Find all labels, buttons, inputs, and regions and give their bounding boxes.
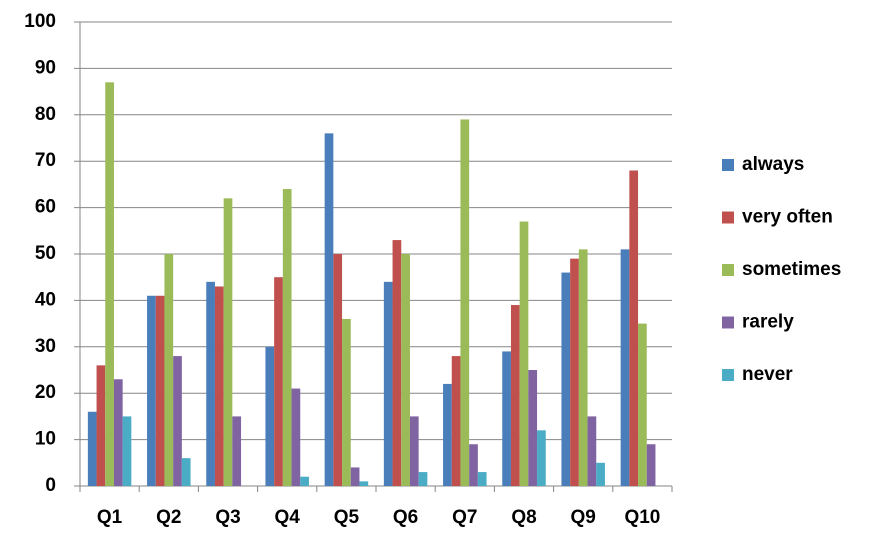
bar [392,240,402,486]
bar [291,388,301,486]
bar [570,258,579,486]
bar [469,444,478,486]
bar [502,351,511,486]
bar [155,295,165,486]
y-tick-label: 30 [35,336,56,357]
bar [147,295,156,486]
bar [587,416,597,486]
x-tick-label: Q2 [156,507,181,528]
y-tick-label: 100 [24,11,56,32]
bar [300,476,309,486]
bar [122,416,132,486]
bar [113,379,123,486]
legend-swatch [722,316,734,329]
legend-label: rarely [742,312,794,333]
legend-label: very often [742,207,833,228]
y-tick-label: 10 [35,429,56,450]
bar [87,411,97,486]
bar [265,346,275,486]
x-tick-label: Q7 [452,507,477,528]
y-tick-label: 90 [35,57,56,78]
bar [519,221,529,486]
y-tick-label: 60 [35,197,56,218]
y-tick-label: 80 [35,104,56,125]
legend-swatch [722,264,734,276]
x-tick-label: Q4 [275,507,301,528]
y-tick-label: 50 [35,243,56,264]
x-tick-label: Q10 [624,507,660,528]
bar [342,318,351,486]
legend-label: never [742,364,793,385]
y-tick-label: 70 [35,150,56,171]
x-tick-label: Q1 [97,507,123,528]
x-tick-label: Q3 [215,507,240,528]
bar [443,383,452,486]
bar [537,430,546,486]
bar [638,323,647,486]
bar [350,467,360,486]
legend-label: sometimes [742,259,841,280]
bar [451,356,461,486]
bar [510,305,520,486]
bar [232,416,242,486]
bar [646,444,656,486]
bar [181,458,191,486]
legend-label: always [742,154,804,175]
bar [223,198,233,486]
bar [477,472,487,486]
bar [528,370,538,486]
x-tick-label: Q5 [334,507,360,528]
y-tick-label: 20 [35,382,56,403]
bar [173,356,182,486]
bar [324,133,334,487]
bar [164,254,174,486]
bar [274,277,283,486]
bar [401,254,410,486]
bar [620,249,630,486]
bar [206,281,215,486]
legend-swatch [722,369,734,381]
bar [460,119,470,486]
bar [214,286,224,486]
bar [418,472,428,486]
bar [282,189,292,487]
bar [333,254,343,486]
bar [409,416,419,486]
legend-swatch [722,211,734,224]
bar [359,481,369,486]
bar [561,272,571,486]
bar [383,281,393,486]
legend-swatch [722,159,734,171]
y-tick-label: 0 [45,475,56,496]
x-tick-label: Q8 [511,507,536,528]
bar [596,462,605,486]
x-tick-label: Q9 [571,507,596,528]
y-tick-label: 40 [35,289,56,310]
bar [105,82,114,486]
bar [578,249,588,486]
bar [629,170,639,487]
bar [96,365,106,486]
x-tick-label: Q6 [393,507,418,528]
